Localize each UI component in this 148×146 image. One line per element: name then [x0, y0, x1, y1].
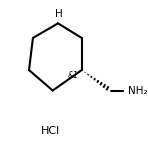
Text: &1: &1	[67, 71, 78, 80]
Text: HCl: HCl	[40, 126, 60, 136]
Text: NH₂: NH₂	[128, 86, 148, 95]
Text: H: H	[56, 9, 63, 19]
